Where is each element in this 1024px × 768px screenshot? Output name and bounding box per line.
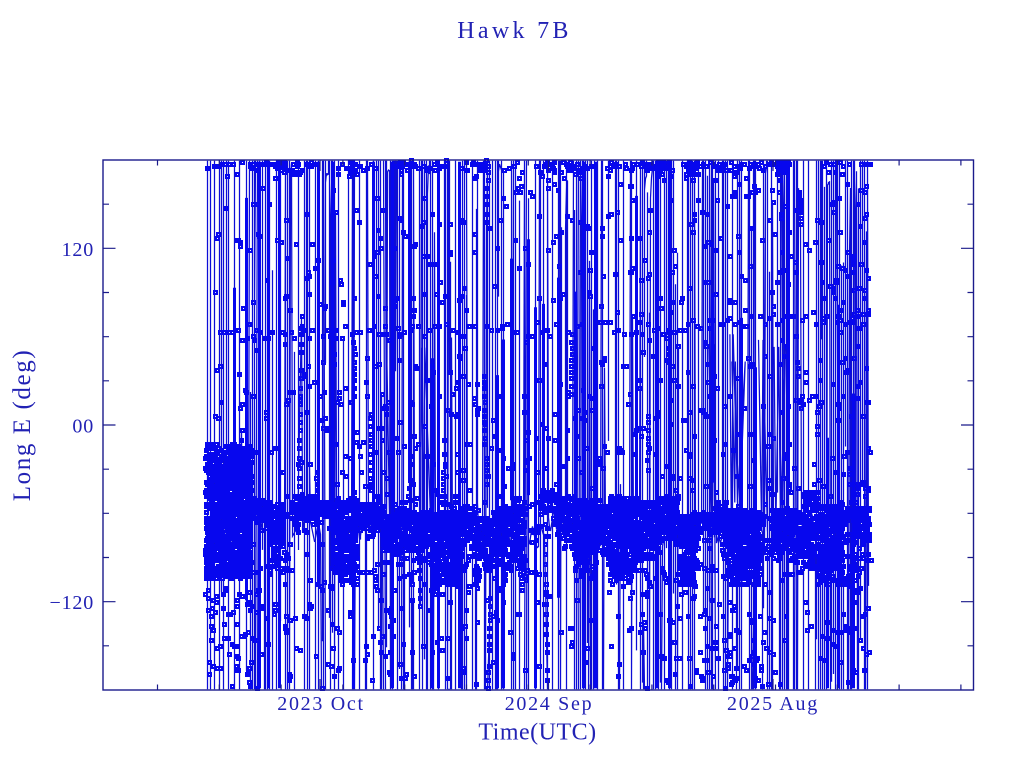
svg-text:Hawk 7B: Hawk 7B (457, 18, 571, 44)
svg-text:−120: −120 (50, 592, 94, 614)
svg-text:Time(UTC): Time(UTC) (478, 720, 596, 746)
svg-text:2023 Oct: 2023 Oct (277, 693, 364, 715)
svg-text:2025 Aug: 2025 Aug (727, 693, 819, 715)
svg-text:2024 Sep: 2024 Sep (505, 693, 594, 715)
svg-text:120: 120 (62, 239, 94, 261)
svg-text:00: 00 (72, 416, 94, 438)
svg-text:Long E (deg): Long E (deg) (9, 349, 36, 502)
